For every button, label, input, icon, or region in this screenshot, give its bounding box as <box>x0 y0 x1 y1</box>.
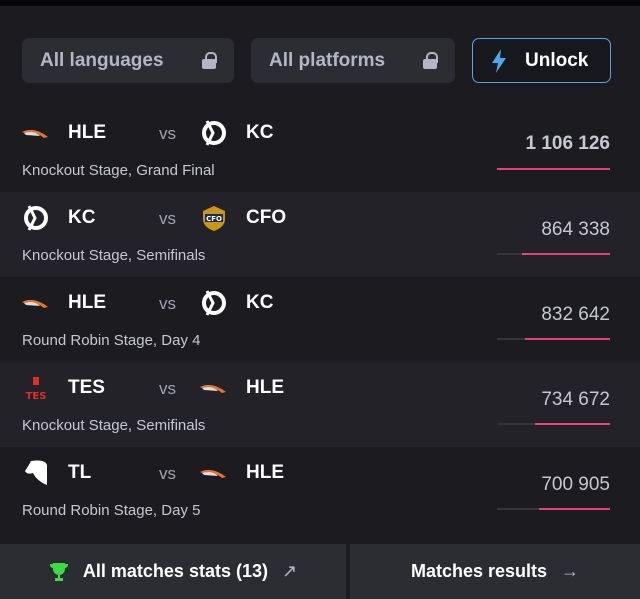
languages-filter[interactable]: All languages <box>22 38 234 83</box>
match-stage: Round Robin Stage, Day 5 <box>22 502 201 519</box>
all-matches-stats-button[interactable]: All matches stats (13) ↗ <box>0 544 346 599</box>
team-away: KC <box>200 120 274 146</box>
unlock-button[interactable]: Unlock <box>472 38 611 83</box>
team-home: KC <box>22 205 96 231</box>
match-row[interactable]: HLE vs KC Knockout Stage, Grand Final 1 … <box>0 107 640 192</box>
team-home-name: HLE <box>68 122 106 143</box>
trophy-icon <box>49 562 68 581</box>
viewers-bar-fill <box>535 423 610 425</box>
team-away-name: CFO <box>246 207 287 228</box>
team-home: HLE <box>22 291 106 315</box>
hle-logo-icon <box>22 121 50 145</box>
team-away: CFO CFO <box>200 206 287 231</box>
team-away: HLE <box>200 376 284 400</box>
kc-logo-icon <box>22 205 50 231</box>
viewers-bar-fill <box>525 338 610 340</box>
team-home: HLE <box>22 121 106 145</box>
tes-logo-icon: TES <box>22 376 50 401</box>
match-row[interactable]: TES TES vs HLE Knockout Stage, Semifinals… <box>0 362 640 447</box>
team-away-name: KC <box>246 292 274 313</box>
team-away-name: HLE <box>246 462 284 483</box>
results-label: Matches results <box>410 561 548 581</box>
lock-icon <box>202 52 217 69</box>
svg-text:TES: TES <box>26 391 47 401</box>
arrow-right-icon: → <box>561 561 580 581</box>
team-home-name: KC <box>68 207 96 228</box>
lock-icon <box>423 52 438 69</box>
vs-label: vs <box>159 294 176 313</box>
viewers-bar <box>497 168 610 170</box>
viewers-bar <box>497 423 610 425</box>
viewers-bar-fill <box>497 168 610 170</box>
team-away: HLE <box>200 461 284 485</box>
viewers-count: 734 672 <box>541 389 610 410</box>
languages-label: All languages <box>40 49 164 71</box>
platforms-filter[interactable]: All platforms <box>251 38 455 83</box>
kc-logo-icon <box>200 290 228 316</box>
tl-logo-icon <box>22 460 50 485</box>
filters-bar: All languages All platforms Unlock <box>22 38 611 83</box>
viewers-bar-fill <box>521 253 610 255</box>
matches-results-button[interactable]: Matches results → <box>350 544 640 599</box>
svg-text:CFO: CFO <box>206 215 222 223</box>
stats-label: All matches stats (13) <box>82 561 268 581</box>
match-row[interactable]: KC vs CFO CFO Knockout Stage, Semifinals … <box>0 192 640 277</box>
footer: All matches stats (13) ↗ Matches results… <box>0 544 640 599</box>
cfo-logo-icon: CFO <box>200 206 228 231</box>
external-arrow-icon: ↗ <box>281 561 298 581</box>
hle-logo-icon <box>200 376 228 400</box>
top-band <box>0 0 640 6</box>
match-row[interactable]: TL vs HLE Round Robin Stage, Day 5 700 9… <box>0 447 640 532</box>
team-away-name: KC <box>246 122 274 143</box>
viewers-bar <box>497 253 610 255</box>
vs-label: vs <box>159 124 176 143</box>
team-away: KC <box>200 290 274 316</box>
team-home: TES TES <box>22 376 105 401</box>
unlock-label: Unlock <box>525 49 589 71</box>
platforms-label: All platforms <box>269 49 386 71</box>
match-stage: Knockout Stage, Semifinals <box>22 417 206 434</box>
viewers-bar <box>497 508 610 510</box>
matches-list: HLE vs KC Knockout Stage, Grand Final 1 … <box>0 107 640 532</box>
vs-label: vs <box>159 209 176 228</box>
vs-label: vs <box>159 379 176 398</box>
match-stage: Round Robin Stage, Day 4 <box>22 332 201 349</box>
viewers-count: 864 338 <box>541 219 610 240</box>
kc-logo-icon <box>200 120 228 146</box>
team-home-name: TL <box>68 462 92 483</box>
match-stage: Knockout Stage, Grand Final <box>22 162 215 179</box>
vs-label: vs <box>159 464 176 483</box>
match-stage: Knockout Stage, Semifinals <box>22 247 206 264</box>
team-away-name: HLE <box>246 377 284 398</box>
team-home-name: HLE <box>68 292 106 313</box>
viewers-bar-fill <box>538 508 610 510</box>
match-row[interactable]: HLE vs KC Round Robin Stage, Day 4 832 6… <box>0 277 640 362</box>
viewers-count: 1 106 126 <box>525 133 610 154</box>
team-home: TL <box>22 460 92 485</box>
viewers-count: 832 642 <box>541 304 610 325</box>
viewers-bar <box>497 338 610 340</box>
hle-logo-icon <box>22 291 50 315</box>
team-home-name: TES <box>68 377 105 398</box>
hle-logo-icon <box>200 461 228 485</box>
lightning-icon <box>492 48 506 73</box>
viewers-count: 700 905 <box>541 474 610 495</box>
